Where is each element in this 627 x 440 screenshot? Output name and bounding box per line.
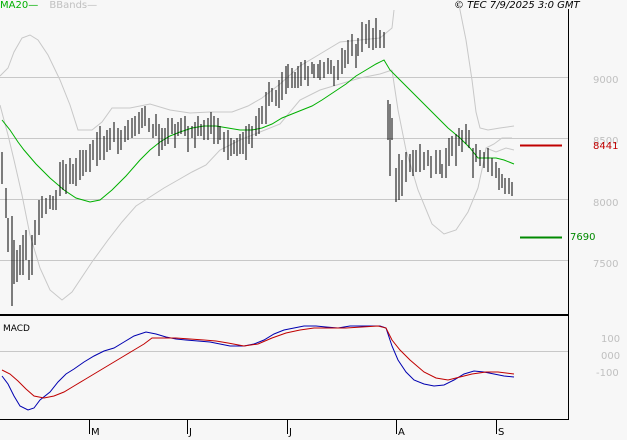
legend-ma20: MA20— bbox=[0, 0, 39, 11]
macd-label-minus100: -100 bbox=[596, 368, 619, 379]
legend-bbands: BBands— bbox=[49, 0, 98, 11]
macd-label-100: 100 bbox=[601, 334, 621, 345]
macd-label-0: 000 bbox=[601, 351, 621, 362]
price-label-8500: 8500 bbox=[593, 136, 619, 147]
x-label-july: J bbox=[289, 427, 292, 438]
macd-line bbox=[1, 325, 515, 411]
resistance-label: 8441 bbox=[593, 141, 619, 152]
price-label-9000: 9000 bbox=[593, 75, 619, 86]
x-label-june: J bbox=[189, 427, 192, 438]
x-label-may: M bbox=[91, 427, 100, 438]
bollinger-bands bbox=[0, 0, 515, 301]
price-label-7500: 7500 bbox=[593, 259, 619, 270]
price-gridlines bbox=[0, 77, 568, 261]
ohlc-bars bbox=[1, 18, 513, 306]
chart-legend: MA20— BBands— bbox=[0, 0, 97, 12]
price-label-8000: 8000 bbox=[593, 198, 619, 209]
ma20-line bbox=[1, 59, 515, 203]
copyright-timestamp: © TEC 7/9/2025 3:0 GMT bbox=[454, 0, 580, 11]
x-label-september: S bbox=[498, 427, 505, 438]
macd-title: MACD bbox=[3, 324, 30, 334]
x-axis-ticks bbox=[89, 420, 497, 434]
x-label-august: A bbox=[398, 427, 405, 438]
signal-line bbox=[1, 325, 515, 399]
support-label: 7690 bbox=[570, 232, 596, 243]
